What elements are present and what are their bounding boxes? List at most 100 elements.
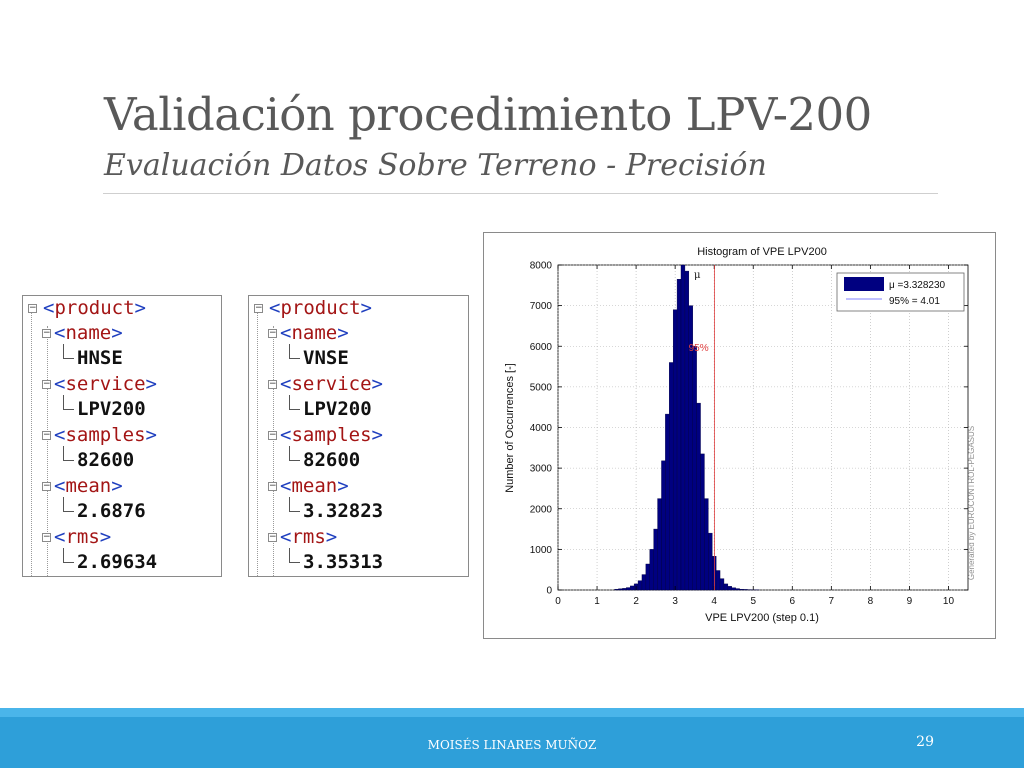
xml-value-rms: 2.69634 <box>77 551 158 573</box>
collapse-icon[interactable]: − <box>268 532 277 542</box>
histogram-bar <box>630 585 635 591</box>
histogram-bars <box>614 264 760 591</box>
x-tick-label: 7 <box>829 596 835 607</box>
x-tick-label: 9 <box>907 596 913 607</box>
x-tick-label: 3 <box>672 596 678 607</box>
xml-panel-hnse: − <product> − <name> HNSE − <service> LPV200− <s… <box>22 295 222 577</box>
xml-bracket: > <box>371 373 383 395</box>
collapse-icon[interactable]: − <box>268 430 277 440</box>
footer-author: MOISÉS LINARES MUÑOZ <box>427 738 597 752</box>
x-tick-label: 0 <box>555 596 561 607</box>
x-tick-label: 6 <box>790 596 796 607</box>
xml-panel-vnse: − <product> − <name> VNSE − <service> LPV200− <s… <box>248 295 469 577</box>
histogram-bar <box>665 413 670 591</box>
xml-bracket: < <box>54 424 66 446</box>
xml-value-name: VNSE <box>303 347 349 369</box>
tree-elbow <box>289 446 300 461</box>
x-axis-label: VPE LPV200 (step 0.1) <box>705 612 819 624</box>
xml-tag-name: name <box>65 322 112 344</box>
xml-bracket: > <box>111 322 123 344</box>
xml-value-samples: 82600 <box>77 449 135 471</box>
xml-tag-name: samples <box>65 424 146 446</box>
histogram-bar <box>727 586 732 591</box>
xml-bracket: < <box>54 475 66 497</box>
chart-legend: μ =3.328230 95% = 4.01 <box>836 272 965 312</box>
histogram-bar <box>661 460 666 591</box>
collapse-icon[interactable]: − <box>268 379 277 389</box>
collapse-icon[interactable]: − <box>268 481 277 491</box>
chart-axes: 0 1 2 3 4 5 6 7 8 9 10 0 1000 2000 3000 4000 5000 6000 700… <box>530 261 968 607</box>
histogram-bar <box>696 402 701 591</box>
slide-subtitle: Evaluación Datos Sobre Terreno - Precisi… <box>104 148 767 183</box>
xml-element-mean: − <mean> <box>42 473 123 499</box>
xml-bracket: < <box>269 297 281 319</box>
xml-bracket: > <box>145 424 157 446</box>
histogram-bar <box>669 362 674 591</box>
xml-element-samples: − <samples> <box>268 422 383 448</box>
xml-element-mean: − <mean> <box>268 473 349 499</box>
y-tick-label: 8000 <box>530 261 553 272</box>
footer-bar <box>0 708 1024 768</box>
xml-value-name: HNSE <box>77 347 123 369</box>
collapse-icon[interactable]: − <box>42 481 51 491</box>
xml-bracket: > <box>360 297 372 319</box>
xml-tag-name: rms <box>291 526 326 548</box>
collapse-icon[interactable]: − <box>42 379 51 389</box>
tree-elbow <box>289 344 300 359</box>
histogram-bar <box>708 532 713 591</box>
xml-value-mean: 3.32823 <box>303 500 384 522</box>
y-tick-label: 3000 <box>530 464 553 475</box>
xml-tag-name: name <box>291 322 338 344</box>
histogram-bar <box>626 587 631 591</box>
x-tick-label: 1 <box>594 596 600 607</box>
xml-element-samples: − <samples> <box>42 422 157 448</box>
collapse-icon[interactable]: − <box>42 430 51 440</box>
histogram-bar <box>743 589 748 591</box>
y-tick-label: 1000 <box>530 545 553 556</box>
collapse-icon[interactable]: − <box>42 328 51 338</box>
y-tick-label: 0 <box>546 586 552 597</box>
xml-bracket: > <box>145 373 157 395</box>
x-tick-label: 8 <box>868 596 874 607</box>
histogram-bar <box>684 270 690 591</box>
collapse-icon[interactable]: − <box>268 328 277 338</box>
xml-element-rms: − <rms> <box>42 524 111 550</box>
collapse-icon[interactable]: − <box>28 303 37 313</box>
xml-bracket: < <box>54 526 66 548</box>
page-number: 29 <box>916 734 934 750</box>
xml-root-row: − <product> <box>254 296 372 321</box>
xml-value-service: LPV200 <box>77 398 146 420</box>
histogram-bar <box>618 588 623 591</box>
slide-title: Validación procedimiento LPV-200 <box>104 88 872 141</box>
xml-element-name: − <name> <box>268 320 349 346</box>
histogram-bar <box>649 549 654 591</box>
tree-elbow <box>289 497 300 512</box>
collapse-icon[interactable]: − <box>254 303 263 313</box>
tree-elbow <box>63 497 74 512</box>
xml-value-service: LPV200 <box>303 398 372 420</box>
histogram-bar <box>641 574 647 591</box>
histogram-chart: 0 1 2 3 4 5 6 7 8 9 10 0 1000 2000 3000 4000 5000 6000 700… <box>483 232 996 639</box>
xml-tag-name: mean <box>291 475 338 497</box>
histogram-bar <box>715 570 721 591</box>
footer-stripe <box>0 708 1024 717</box>
histogram-svg: 0 1 2 3 4 5 6 7 8 9 10 0 1000 2000 3000 4000 5000 6000 700… <box>504 246 976 624</box>
xml-value-rms: 3.35313 <box>303 551 384 573</box>
xml-value-samples: 82600 <box>303 449 361 471</box>
xml-element-name: − <name> <box>42 320 123 346</box>
histogram-bar <box>692 346 697 591</box>
histogram-bar <box>735 588 740 591</box>
tree-elbow <box>63 446 74 461</box>
legend-entry-p95: 95% = 4.01 <box>889 296 940 307</box>
y-tick-label: 4000 <box>530 423 553 434</box>
xml-tag-name: product <box>280 297 361 319</box>
p95-marker-label: 95% <box>689 343 709 354</box>
title-divider <box>103 193 938 194</box>
histogram-bar <box>731 587 736 591</box>
collapse-icon[interactable]: − <box>42 532 51 542</box>
xml-bracket: > <box>371 424 383 446</box>
chart-title: Histogram of VPE LPV200 <box>697 246 827 258</box>
xml-tag-name: rms <box>65 526 100 548</box>
tree-elbow <box>63 548 74 563</box>
xml-bracket: > <box>134 297 146 319</box>
